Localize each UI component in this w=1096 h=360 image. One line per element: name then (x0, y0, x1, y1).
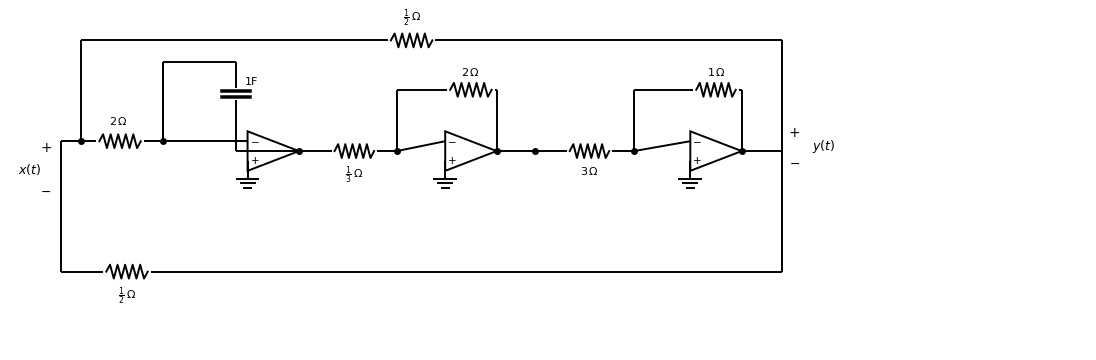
Text: $+$: $+$ (447, 156, 457, 166)
Text: $\frac{1}{2}\,\Omega$: $\frac{1}{2}\,\Omega$ (402, 7, 421, 28)
Text: $2\,\Omega$: $2\,\Omega$ (109, 115, 127, 127)
Text: $\frac{1}{3}\,\Omega$: $\frac{1}{3}\,\Omega$ (345, 165, 364, 186)
Text: 1F: 1F (244, 77, 258, 87)
Text: +: + (788, 126, 800, 140)
Text: $-$: $-$ (788, 157, 800, 170)
Text: $-$: $-$ (447, 136, 457, 146)
Text: +: + (41, 141, 52, 155)
Text: $2\,\Omega$: $2\,\Omega$ (461, 66, 480, 78)
Text: $x(t)$: $x(t)$ (18, 162, 41, 177)
Text: $3\,\Omega$: $3\,\Omega$ (580, 165, 598, 177)
Text: $1\,\Omega$: $1\,\Omega$ (707, 66, 726, 78)
Text: $y(t)$: $y(t)$ (812, 138, 835, 155)
Text: $-$: $-$ (41, 185, 52, 198)
Text: $\frac{1}{2}\,\Omega$: $\frac{1}{2}\,\Omega$ (118, 285, 136, 307)
Text: $+$: $+$ (250, 156, 260, 166)
Text: $-$: $-$ (250, 136, 260, 146)
Text: $+$: $+$ (693, 156, 703, 166)
Text: $-$: $-$ (693, 136, 703, 146)
